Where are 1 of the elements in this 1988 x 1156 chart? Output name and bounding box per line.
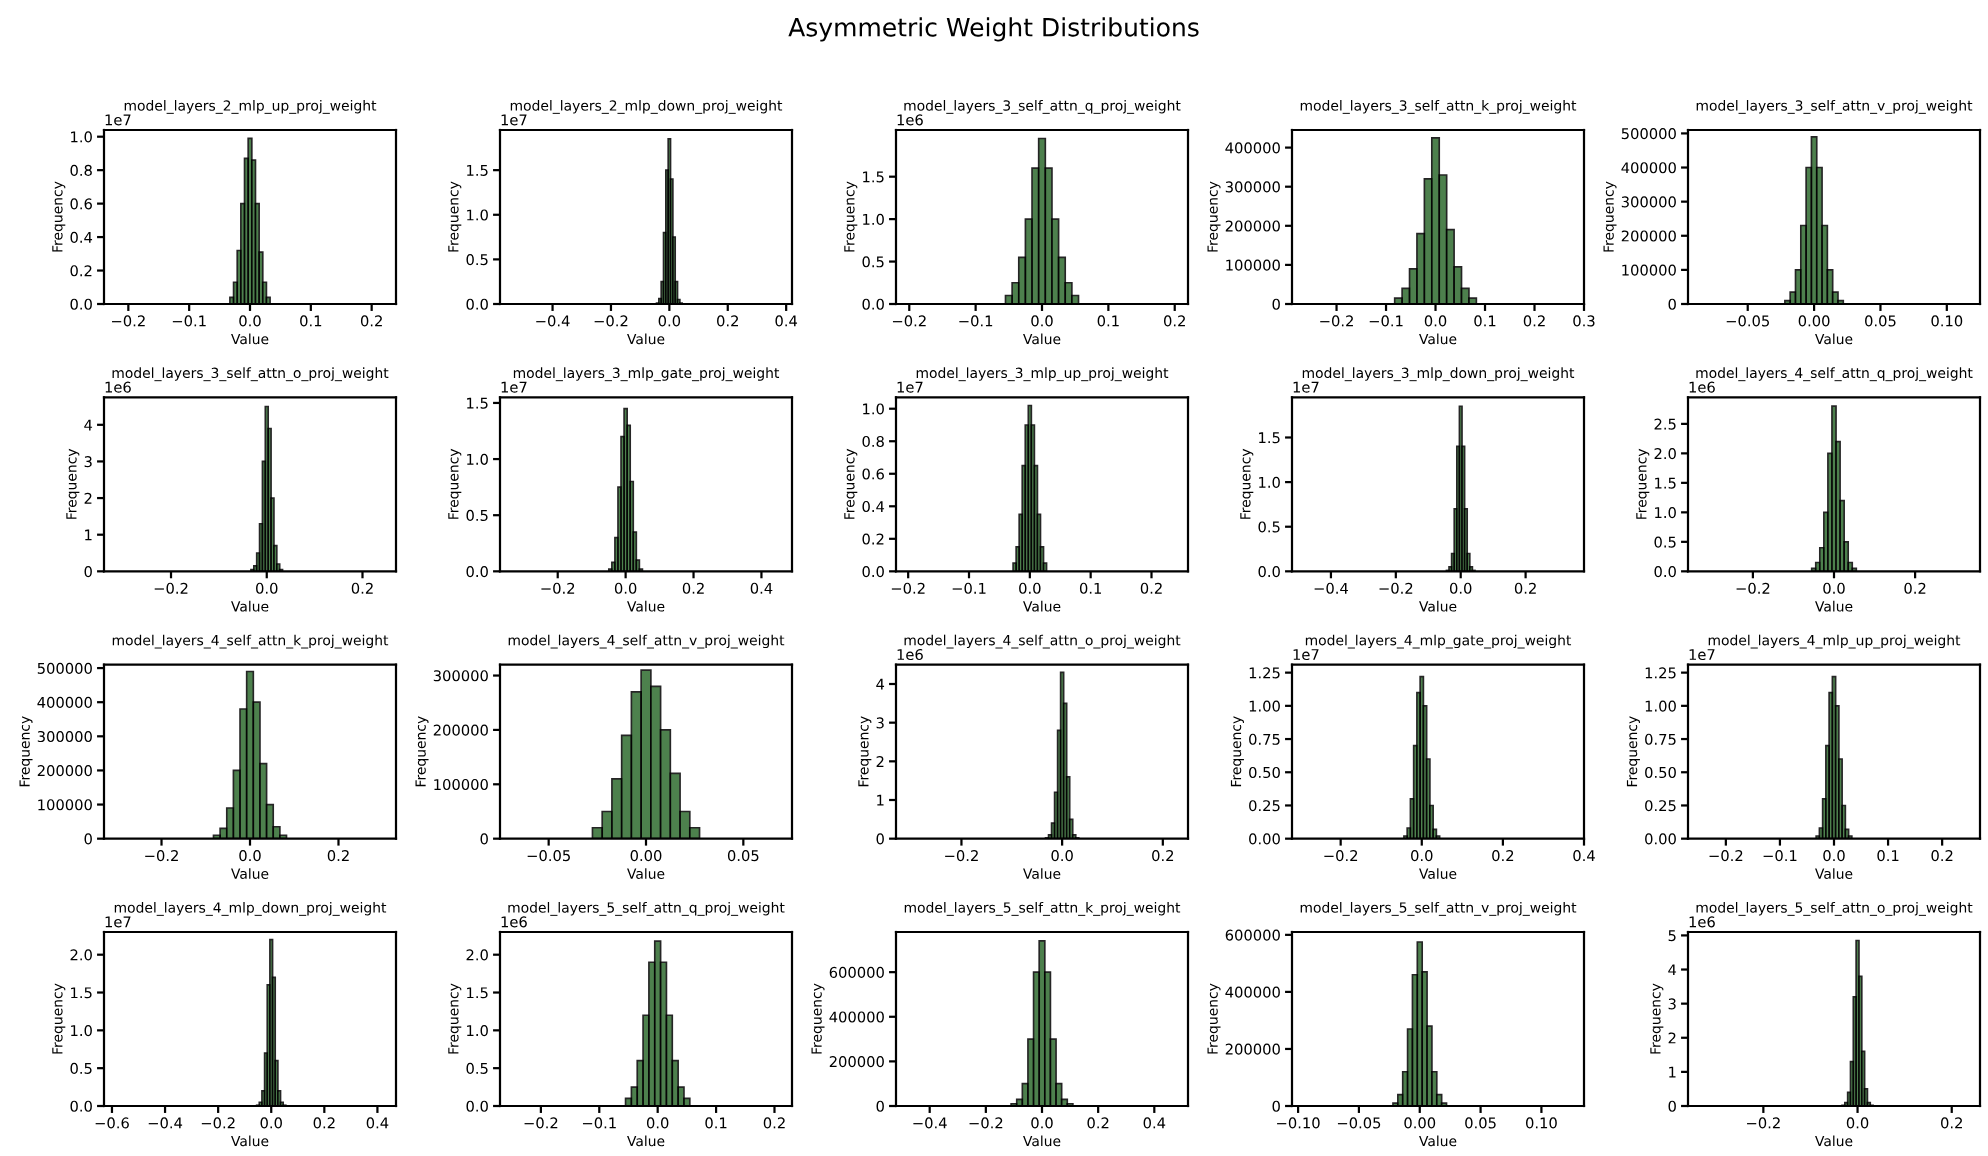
text: Asymmetric Weight Distributions xyxy=(788,17,1199,42)
